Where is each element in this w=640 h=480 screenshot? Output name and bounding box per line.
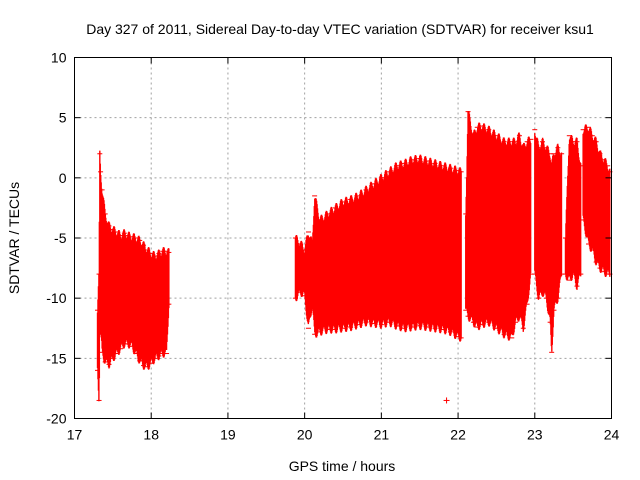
y-tick-label: 10 [51, 50, 67, 66]
chart-title: Day 327 of 2011, Sidereal Day-to-day VTE… [86, 21, 594, 37]
error-bar-segment [532, 129, 565, 353]
x-tick-label: 23 [527, 427, 543, 443]
error-bar-segment [95, 150, 172, 402]
error-bar-segment [463, 110, 534, 341]
y-tick-label: -20 [46, 411, 66, 427]
x-tick-label: 18 [143, 427, 159, 443]
y-tick-label: -5 [54, 230, 67, 246]
x-tick-label: 24 [604, 427, 620, 443]
y-tick-label: 5 [59, 110, 67, 126]
x-tick-label: 17 [67, 427, 83, 443]
x-tick-label: 22 [450, 427, 466, 443]
x-axis-label: GPS time / hours [289, 458, 396, 474]
x-tick-label: 19 [220, 427, 236, 443]
y-tick-label: 0 [59, 170, 67, 186]
error-bar-segment [562, 134, 584, 290]
y-tick-label: -10 [46, 290, 66, 306]
error-bar-segment [580, 124, 613, 277]
x-tick-label: 21 [374, 427, 390, 443]
data-series-sdtvar [95, 110, 613, 404]
y-tick-label: -15 [46, 350, 66, 366]
axis-ticks [74, 57, 612, 419]
x-tick-label: 20 [297, 427, 313, 443]
error-bar-segment [292, 154, 464, 342]
y-axis-label: SDTVAR / TECUs [6, 182, 22, 294]
outlier-point [443, 397, 450, 404]
